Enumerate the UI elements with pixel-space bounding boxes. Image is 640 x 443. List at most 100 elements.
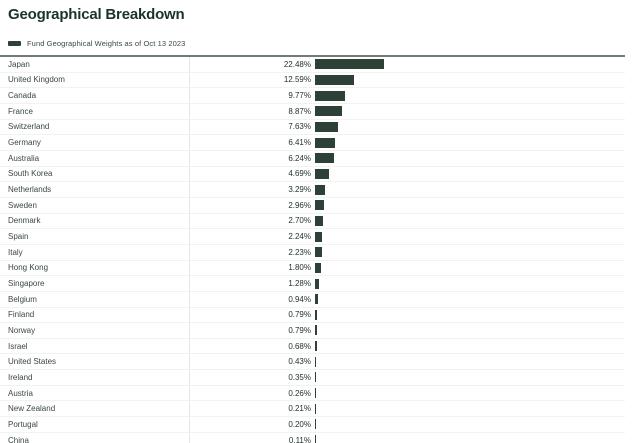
bar [315, 419, 316, 430]
country-label: Belgium [0, 291, 190, 307]
country-label: Australia [0, 150, 190, 166]
weight-value: 3.29% [288, 185, 311, 195]
chart-row: Netherlands 3.29% [0, 182, 625, 198]
weight-value: 8.87% [288, 106, 311, 116]
chart-row: Singapore 1.28% [0, 276, 625, 292]
country-label: China [0, 432, 190, 443]
weight-value: 2.70% [288, 216, 311, 226]
bar [315, 215, 324, 226]
country-label: United States [0, 354, 190, 370]
weight-value: 9.77% [288, 91, 311, 101]
chart-rows: Japan 22.48% United Kingdom 12.59% Canad… [0, 57, 625, 443]
chart-row: Portugal 0.20% [0, 417, 625, 433]
country-label: New Zealand [0, 401, 190, 417]
country-label: Finland [0, 307, 190, 323]
chart-row: China 0.11% [0, 432, 625, 443]
weight-value: 0.94% [288, 294, 311, 304]
country-label: Italy [0, 244, 190, 260]
bar-track [311, 214, 625, 229]
bar [315, 106, 343, 117]
country-label: Denmark [0, 213, 190, 229]
bar-track [311, 151, 625, 166]
chart-row: United Kingdom 12.59% [0, 72, 625, 89]
bar [315, 121, 339, 132]
bar [315, 59, 384, 70]
bar-track [311, 245, 625, 260]
weight-value: 0.26% [288, 388, 311, 398]
country-label: Germany [0, 135, 190, 150]
bar [315, 372, 317, 383]
bar-track [311, 261, 625, 276]
country-label: United Kingdom [0, 72, 190, 88]
weight-value: 0.43% [288, 357, 311, 367]
country-label: Israel [0, 338, 190, 354]
bar-track [311, 386, 625, 401]
bar [315, 309, 318, 320]
bar-track [311, 73, 625, 88]
country-label: France [0, 103, 190, 119]
country-label: Singapore [0, 276, 190, 291]
chart-top-rule [0, 55, 625, 57]
chart-row: Israel 0.68% [0, 338, 625, 355]
bar [315, 341, 318, 352]
bar [315, 247, 322, 258]
country-label: Switzerland [0, 119, 190, 135]
weight-value: 7.63% [288, 122, 311, 132]
country-label: Norway [0, 323, 190, 338]
chart-row: United States 0.43% [0, 354, 625, 371]
bar-track [311, 57, 625, 72]
country-label: Portugal [0, 417, 190, 432]
bar [315, 168, 330, 179]
weight-value: 0.20% [288, 419, 311, 429]
bar-track [311, 167, 625, 182]
bar-track [311, 120, 625, 135]
chart-row: Belgium 0.94% [0, 291, 625, 308]
weight-value: 12.59% [283, 75, 311, 85]
bar [315, 153, 335, 164]
bar-track [311, 323, 625, 338]
legend-label: Fund Geographical Weights as of Oct 13 2… [27, 39, 186, 48]
country-label: Hong Kong [0, 260, 190, 276]
chart-row: Norway 0.79% [0, 323, 625, 339]
chart-row: Austria 0.26% [0, 385, 625, 402]
bar-track [311, 182, 625, 197]
country-label: Canada [0, 88, 190, 103]
country-label: Spain [0, 229, 190, 244]
bar [315, 90, 345, 101]
weight-value: 2.24% [288, 232, 311, 242]
chart-row: Canada 9.77% [0, 88, 625, 104]
weight-value: 0.79% [288, 325, 311, 335]
weight-value: 0.79% [288, 310, 311, 320]
chart-row: France 8.87% [0, 103, 625, 120]
bar [315, 435, 316, 443]
bar [315, 294, 318, 305]
bar [315, 74, 354, 85]
chart-row: Italy 2.23% [0, 244, 625, 261]
country-label: South Korea [0, 166, 190, 182]
bar-track [311, 308, 625, 323]
country-label: Ireland [0, 370, 190, 385]
country-label: Sweden [0, 197, 190, 213]
weight-value: 4.69% [288, 169, 311, 179]
bar-track [311, 354, 625, 369]
bar [315, 200, 325, 211]
country-label: Japan [0, 57, 190, 72]
bar-track [311, 292, 625, 307]
weight-value: 2.96% [288, 200, 311, 210]
weight-value: 1.80% [288, 263, 311, 273]
weight-value: 2.23% [288, 247, 311, 257]
bar [315, 388, 316, 399]
bar-track [311, 370, 625, 385]
country-label: Austria [0, 385, 190, 401]
chart-row: South Korea 4.69% [0, 166, 625, 183]
country-label: Netherlands [0, 182, 190, 197]
chart-row: Ireland 0.35% [0, 370, 625, 386]
bar-track [311, 198, 625, 213]
bar [315, 262, 321, 273]
page-title: Geographical Breakdown [8, 6, 185, 23]
weight-value: 1.28% [288, 279, 311, 289]
bar-track [311, 417, 625, 432]
bar [315, 231, 322, 242]
bar-track [311, 135, 625, 150]
